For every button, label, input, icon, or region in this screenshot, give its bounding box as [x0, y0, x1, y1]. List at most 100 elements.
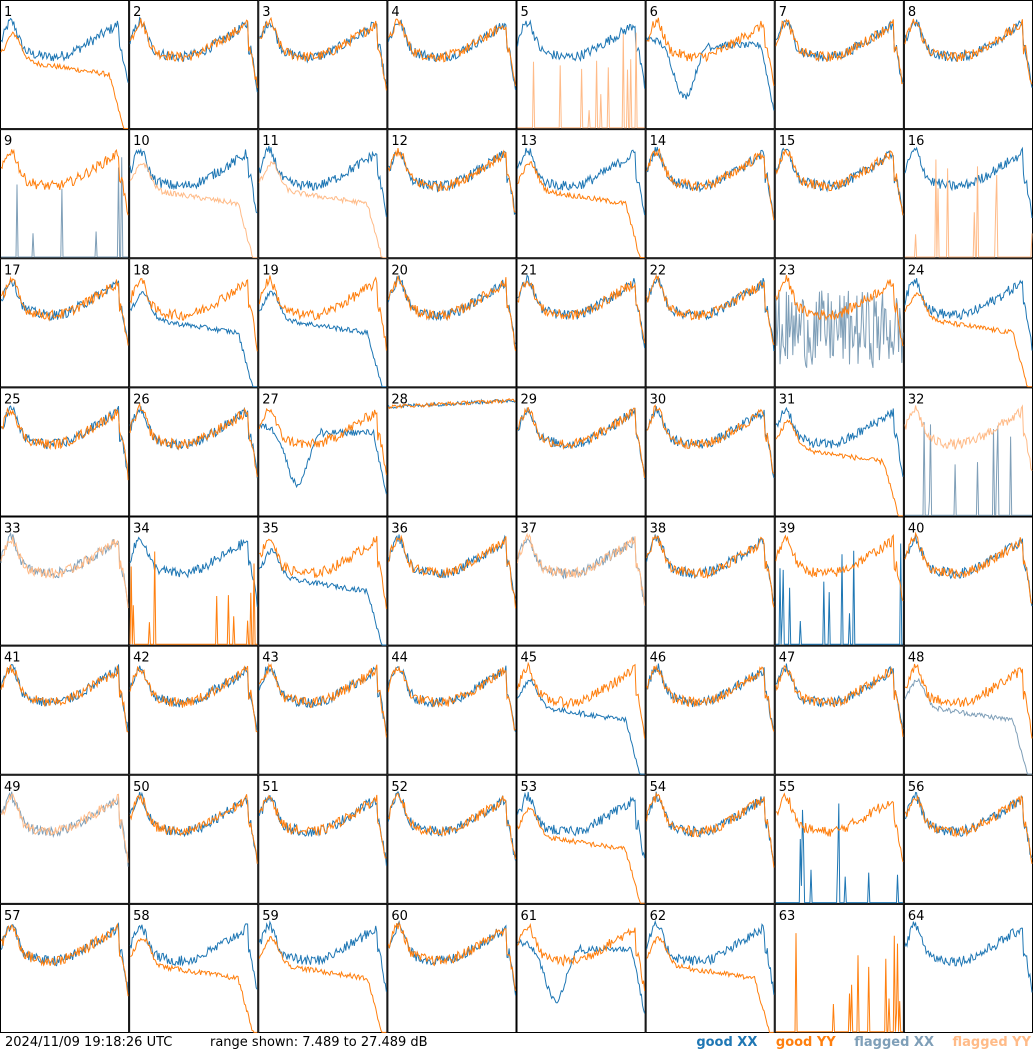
legend-flagged-xx: flagged XX	[854, 1035, 934, 1050]
panel-label-13: 13	[521, 134, 538, 149]
panel-1-yy-line	[0, 31, 129, 129]
panel-label-43: 43	[262, 651, 279, 666]
panel-label-35: 35	[262, 522, 279, 537]
timestamp: 2024/11/09 19:18:26 UTC	[5, 1035, 173, 1050]
panel-63-yy-line	[775, 933, 903, 1033]
panel-45-yy-line	[517, 661, 646, 739]
legend-good-xx: good XX	[696, 1035, 758, 1050]
panel-16-yy-line	[904, 159, 1033, 258]
panel-label-61: 61	[521, 909, 538, 924]
panel-label-60: 60	[391, 909, 408, 924]
panel-label-42: 42	[133, 651, 150, 666]
panel-46-yy-line	[646, 664, 775, 732]
panel-11-yy-line	[258, 160, 387, 259]
panel-label-25: 25	[4, 392, 21, 407]
panel-56-yy-line	[904, 794, 1033, 864]
panel-55-xx-line	[775, 803, 903, 904]
panel-label-29: 29	[521, 392, 538, 407]
panel-10-yy-line	[129, 162, 258, 259]
panel-label-53: 53	[521, 780, 538, 795]
panel-frame-9	[0, 129, 130, 259]
panel-24-yy-line	[904, 292, 1032, 388]
panel-label-64: 64	[908, 909, 925, 924]
panel-label-28: 28	[391, 392, 408, 407]
panel-frame-45	[516, 645, 646, 775]
panel-label-1: 1	[4, 5, 12, 20]
panel-frame-10	[129, 129, 259, 259]
panel-9-xx-line	[1, 157, 129, 258]
panel-label-38: 38	[650, 522, 667, 537]
panel-frame-35	[258, 516, 388, 646]
panel-60-yy-line	[387, 921, 516, 991]
panel-frame-37	[516, 516, 646, 646]
panel-label-9: 9	[4, 134, 12, 149]
panel-35-yy-line	[259, 535, 387, 609]
panel-label-37: 37	[521, 522, 538, 537]
panel-frame-2	[129, 0, 259, 130]
footer-bar: 2024/11/09 19:18:26 UTC range shown: 7.4…	[0, 1033, 1033, 1053]
panel-32-yy-line	[904, 404, 1033, 472]
panel-label-5: 5	[521, 5, 529, 20]
panel-label-54: 54	[650, 780, 667, 795]
panel-5-yy-line	[517, 32, 645, 129]
panel-19-yy-line	[258, 275, 387, 351]
panel-frame-6	[645, 0, 775, 130]
panel-label-26: 26	[133, 392, 150, 407]
panel-51-yy-line	[258, 794, 387, 859]
panel-25-yy-line	[0, 407, 129, 481]
legend-good-yy: good YY	[775, 1035, 836, 1050]
panel-label-22: 22	[650, 263, 667, 278]
panel-17-yy-line	[0, 276, 129, 346]
panel-44-yy-line	[387, 665, 516, 731]
panel-label-48: 48	[908, 651, 925, 666]
panel-32-xx-line	[904, 422, 1032, 516]
panel-18-yy-line	[129, 278, 258, 352]
panel-label-3: 3	[262, 5, 270, 20]
panel-label-45: 45	[521, 651, 538, 666]
panel-26-yy-line	[129, 402, 258, 478]
panel-33-yy-line	[0, 536, 129, 608]
panel-label-20: 20	[391, 263, 408, 278]
panel-38-yy-line	[646, 534, 775, 608]
panel-52-yy-line	[388, 792, 516, 860]
panel-label-46: 46	[650, 651, 667, 666]
panel-43-yy-line	[258, 663, 387, 738]
panel-15-yy-line	[775, 148, 904, 216]
panel-label-6: 6	[650, 5, 658, 20]
panel-frame-60	[387, 903, 517, 1033]
panel-frame-15	[774, 129, 904, 259]
panel-frame-40	[903, 516, 1033, 646]
panel-frame-4	[387, 0, 517, 130]
panel-14-yy-line	[646, 147, 775, 221]
panel-label-12: 12	[391, 134, 408, 149]
panel-label-18: 18	[133, 263, 150, 278]
panel-6-yy-line	[646, 17, 775, 86]
panel-5-xx-line	[517, 19, 646, 89]
panel-frame-17	[0, 258, 130, 388]
panel-59-yy-line	[258, 935, 387, 1033]
panel-40-yy-line	[904, 531, 1033, 604]
panel-16-xx-line	[904, 146, 1033, 219]
panel-label-57: 57	[4, 909, 21, 924]
panel-frame-3	[258, 0, 388, 130]
panel-frame-18	[129, 258, 259, 388]
panel-frame-46	[645, 645, 775, 775]
panel-28-yy-line	[387, 397, 516, 410]
panel-64-xx-line	[904, 921, 1033, 993]
panel-10-xx-line	[129, 147, 258, 214]
panel-frame-22	[645, 258, 775, 388]
panel-55-yy-line	[775, 792, 904, 862]
panel-30-yy-line	[646, 404, 775, 474]
panel-frame-29	[516, 387, 646, 517]
panel-frame-36	[387, 516, 517, 646]
panel-39-xx-line	[775, 543, 903, 645]
panel-label-19: 19	[262, 263, 279, 278]
panel-frame-26	[129, 387, 259, 517]
panel-frame-58	[129, 903, 259, 1033]
panel-frame-14	[645, 129, 775, 259]
panel-37-yy-line	[517, 532, 646, 606]
panel-frame-31	[774, 387, 904, 517]
panel-frame-19	[258, 258, 388, 388]
